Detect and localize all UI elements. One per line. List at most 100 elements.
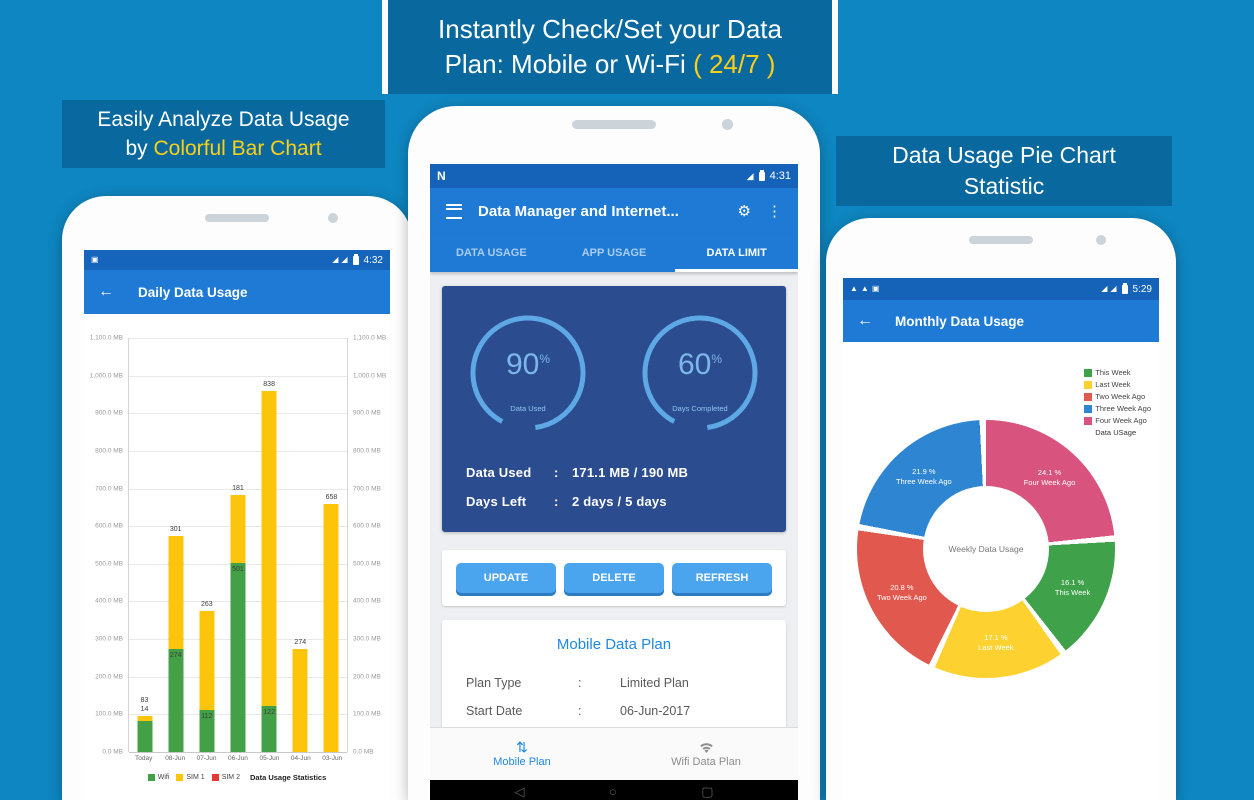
y-axis-tick: 600.0 MB [95,522,123,530]
segment-sim1 [323,504,339,752]
android-softkeys: ◁ ○ ▢ [430,780,798,800]
bar-value-label: 263 [201,600,213,608]
tab-data-usage[interactable]: DATA USAGE [455,247,527,259]
bottom-nav-mobile-plan[interactable]: ⇅ Mobile Plan [430,728,614,780]
overflow-menu-icon[interactable]: ⋮ [767,203,782,220]
y-axis-tick: 700.0 MB [353,485,381,493]
segment-sim1 [168,535,184,649]
x-axis-labels: Today 08-Jun 07-Jun 06-Jun 05-Jun 04-Jun 03-Ju… [128,755,348,762]
bar-07-jun: 263 112 [191,338,222,752]
bar-value-label: 838 [263,380,275,388]
bar-05-jun: 838 122 [254,338,285,752]
chart-legend: Wifi SIM 1 SIM 2 Data Usage Statistics [84,773,390,782]
pie-slice-label: 21.9 % Three Week Ago [896,467,952,487]
pie-slice-percent: 24.1 % [1037,468,1062,478]
tab-app-usage[interactable]: APP USAGE [581,247,647,259]
segment-sim1 [230,495,246,564]
update-button[interactable]: UPDATE [456,563,556,593]
plan-row: Start Date: 06-Jun-2017 [462,697,766,725]
headline-top: Instantly Check/Set your Data Plan: Mobi… [388,0,832,94]
notification-icon: N [437,169,446,183]
signal-icon: ◢ [746,170,754,181]
y-axis-tick: 1,000.0 MB [353,372,387,380]
legend-label: Four Week Ago [1095,416,1147,425]
status-bar: ▣ ◢ ◢ 4:32 [84,250,390,270]
pie-slice-percent: 21.9 % [912,467,936,477]
stat-separator: : [554,465,559,480]
gridline [129,375,347,377]
bottom-nav-wifi-plan[interactable]: Wifi Data Plan [614,728,798,780]
x-axis-label: 03-Jun [322,755,343,762]
stacked-bar [168,535,184,752]
gauge-ring [470,315,586,431]
pie-legend: This Week Last Week Two Week Ago Three Week… [1084,368,1151,440]
stat-row: Days Left:2 days / 5 days [442,487,786,516]
plan-card-title: Mobile Data Plan [556,636,672,653]
segment-wifi [137,720,153,752]
y-axis-left: 1,100.0 MB 1,000.0 MB 900.0 MB 800.0 MB 700.… [84,335,126,756]
donut-center-label: Weekly Data Usage [923,486,1049,612]
menu-icon[interactable] [446,203,462,219]
stat-rows: Data Used:171.1 MB / 190 MB Days Left:2 d… [442,458,786,516]
legend-title: Data USage [1084,428,1151,437]
headline-right-line2: Statistic [963,173,1045,199]
back-icon[interactable]: ← [857,312,873,329]
warning-icon: ▲ [850,284,858,293]
daily-bar-chart: 1,100.0 MB 1,000.0 MB 900.0 MB 800.0 MB 700.… [84,314,390,800]
panel-divider [832,0,838,94]
legend-label: Last Week [1095,380,1131,389]
pie-slice-name: This Week [1054,588,1091,598]
bar-value-label: 658 [325,494,338,502]
battery-icon [1121,282,1128,294]
gridline [129,450,347,452]
stacked-bar [323,504,339,752]
stacked-bar [292,648,308,752]
settings-gear-icon[interactable]: ⚙ [737,203,751,220]
plan-row-label: Plan Type [466,676,522,690]
pie-slice-name: Last Week [978,643,1014,653]
plan-row-value: Limited Plan [620,676,689,690]
legend-swatch [1084,404,1093,413]
headline-right: Data Usage Pie Chart Statistic [836,136,1172,206]
phone-camera [722,119,733,130]
tab-data-limit[interactable]: DATA LIMIT [675,234,798,272]
legend-label: Three Week Ago [1095,404,1151,413]
bottom-navigation: ⇅ Mobile Plan Wifi Data Plan [430,727,798,780]
pie-slice-name: Three Week Ago [895,477,952,487]
gauge-data-used: 90% Data Used [465,310,591,436]
delete-button[interactable]: DELETE [564,563,664,593]
refresh-button[interactable]: REFRESH [672,563,772,593]
notification-icon: ▣ [91,255,99,264]
headline-top-line1: Instantly Check/Set your Data [438,14,782,44]
bar-04-jun: 274 [285,338,316,752]
tab-bar: DATA USAGE APP USAGE DATA LIMIT [430,234,798,272]
legend-label: Two Week Ago [1095,392,1146,401]
softkey-home-icon[interactable]: ○ [608,784,617,799]
softkey-recents-icon[interactable]: ▢ [701,784,714,799]
legend-swatch [1084,416,1093,425]
gridline [129,752,347,753]
legend-item: SIM 2 [211,774,240,781]
pie-slice-name: Four Week Ago [1023,478,1076,488]
legend-swatch [1084,392,1093,401]
plan-row-separator: : [578,676,582,690]
segment-wifi [199,709,215,752]
plan-row-label: Start Date [466,704,523,718]
wifi-signal-icon: ◢ [341,255,348,264]
x-axis-label: Today [135,755,153,762]
plan-row-value: 06-Jun-2017 [620,704,691,718]
page-title: Daily Data Usage [138,284,248,300]
softkey-back-icon[interactable]: ◁ [514,784,525,799]
bottom-nav-label: Mobile Plan [493,756,551,768]
back-icon[interactable]: ← [98,283,114,300]
battery-icon [758,169,765,181]
y-axis-tick: 900.0 MB [95,409,123,417]
bar-today: 83 14 [129,338,160,752]
page-title: Monthly Data Usage [895,313,1025,329]
monthly-data-usage-screen: ▲ ▲ ▣ ◢ ◢ 5:29 ← Monthly Data Usage This… [843,278,1159,800]
pie-slice-label: 24.1 % Four Week Ago [1024,468,1076,488]
gauge-value: 90% [505,348,551,381]
stacked-bar [261,390,277,752]
action-buttons-card: UPDATE DELETE REFRESH [442,550,786,606]
